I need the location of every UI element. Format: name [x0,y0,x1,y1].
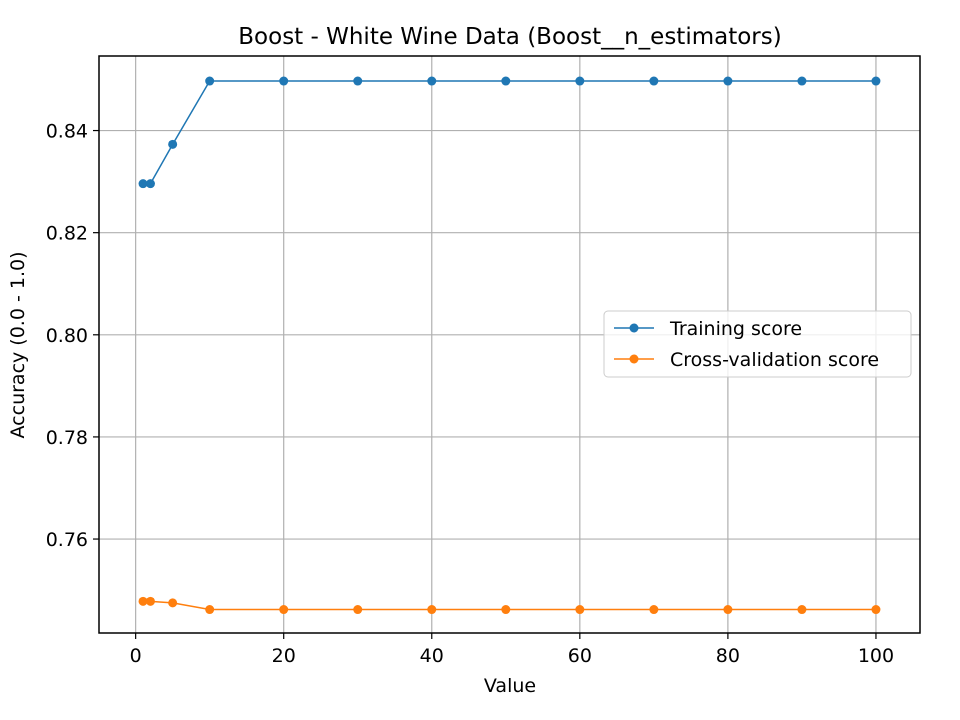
x-axis-label: Value [484,675,536,697]
legend-marker [629,354,639,364]
legend-box [603,310,912,378]
data-point [501,76,511,86]
x-tick-label: 0 [130,645,142,667]
y-axis-label: Accuracy (0.0 - 1.0) [7,252,29,439]
x-tick-label: 60 [568,645,592,667]
legend: Training score Cross-validation score [603,310,912,378]
x-tick-label: 20 [272,645,296,667]
chart-title: Boost - White Wine Data (Boost__n_estima… [238,24,781,50]
data-point [279,605,289,615]
data-point [871,605,881,615]
x-tick-label: 100 [858,645,894,667]
legend-marker [629,323,639,333]
data-point [427,605,437,615]
data-point [797,76,807,86]
data-point [649,76,659,86]
y-tick-label: 0.84 [46,121,88,143]
data-point [145,596,155,606]
data-point [723,76,733,86]
y-tick-label: 0.82 [46,223,88,245]
x-tick-label: 40 [420,645,444,667]
x-axis: 0 20 40 60 80 100 [130,633,894,667]
data-point [649,605,659,615]
data-point [427,76,437,86]
data-point [205,605,215,615]
plot-frame [98,55,921,634]
series-layer [138,76,881,615]
data-point [168,139,178,149]
data-point [871,76,881,86]
grid-lines [99,56,920,633]
data-point [138,179,148,189]
data-point [353,76,363,86]
data-point [145,179,155,189]
legend-label: Cross-validation score [670,349,879,371]
data-point [205,76,215,86]
data-point [501,605,511,615]
data-point [168,598,178,608]
data-point [353,605,363,615]
y-tick-label: 0.78 [46,427,88,449]
data-point [138,596,148,606]
data-point [279,76,289,86]
data-point [797,605,807,615]
y-axis: 0.76 0.78 0.80 0.82 0.84 [46,121,99,551]
data-point [575,605,585,615]
data-point [723,605,733,615]
x-tick-label: 80 [716,645,740,667]
y-tick-label: 0.76 [46,529,88,551]
y-tick-label: 0.80 [46,325,88,347]
legend-label: Training score [669,318,802,340]
data-point [575,76,585,86]
